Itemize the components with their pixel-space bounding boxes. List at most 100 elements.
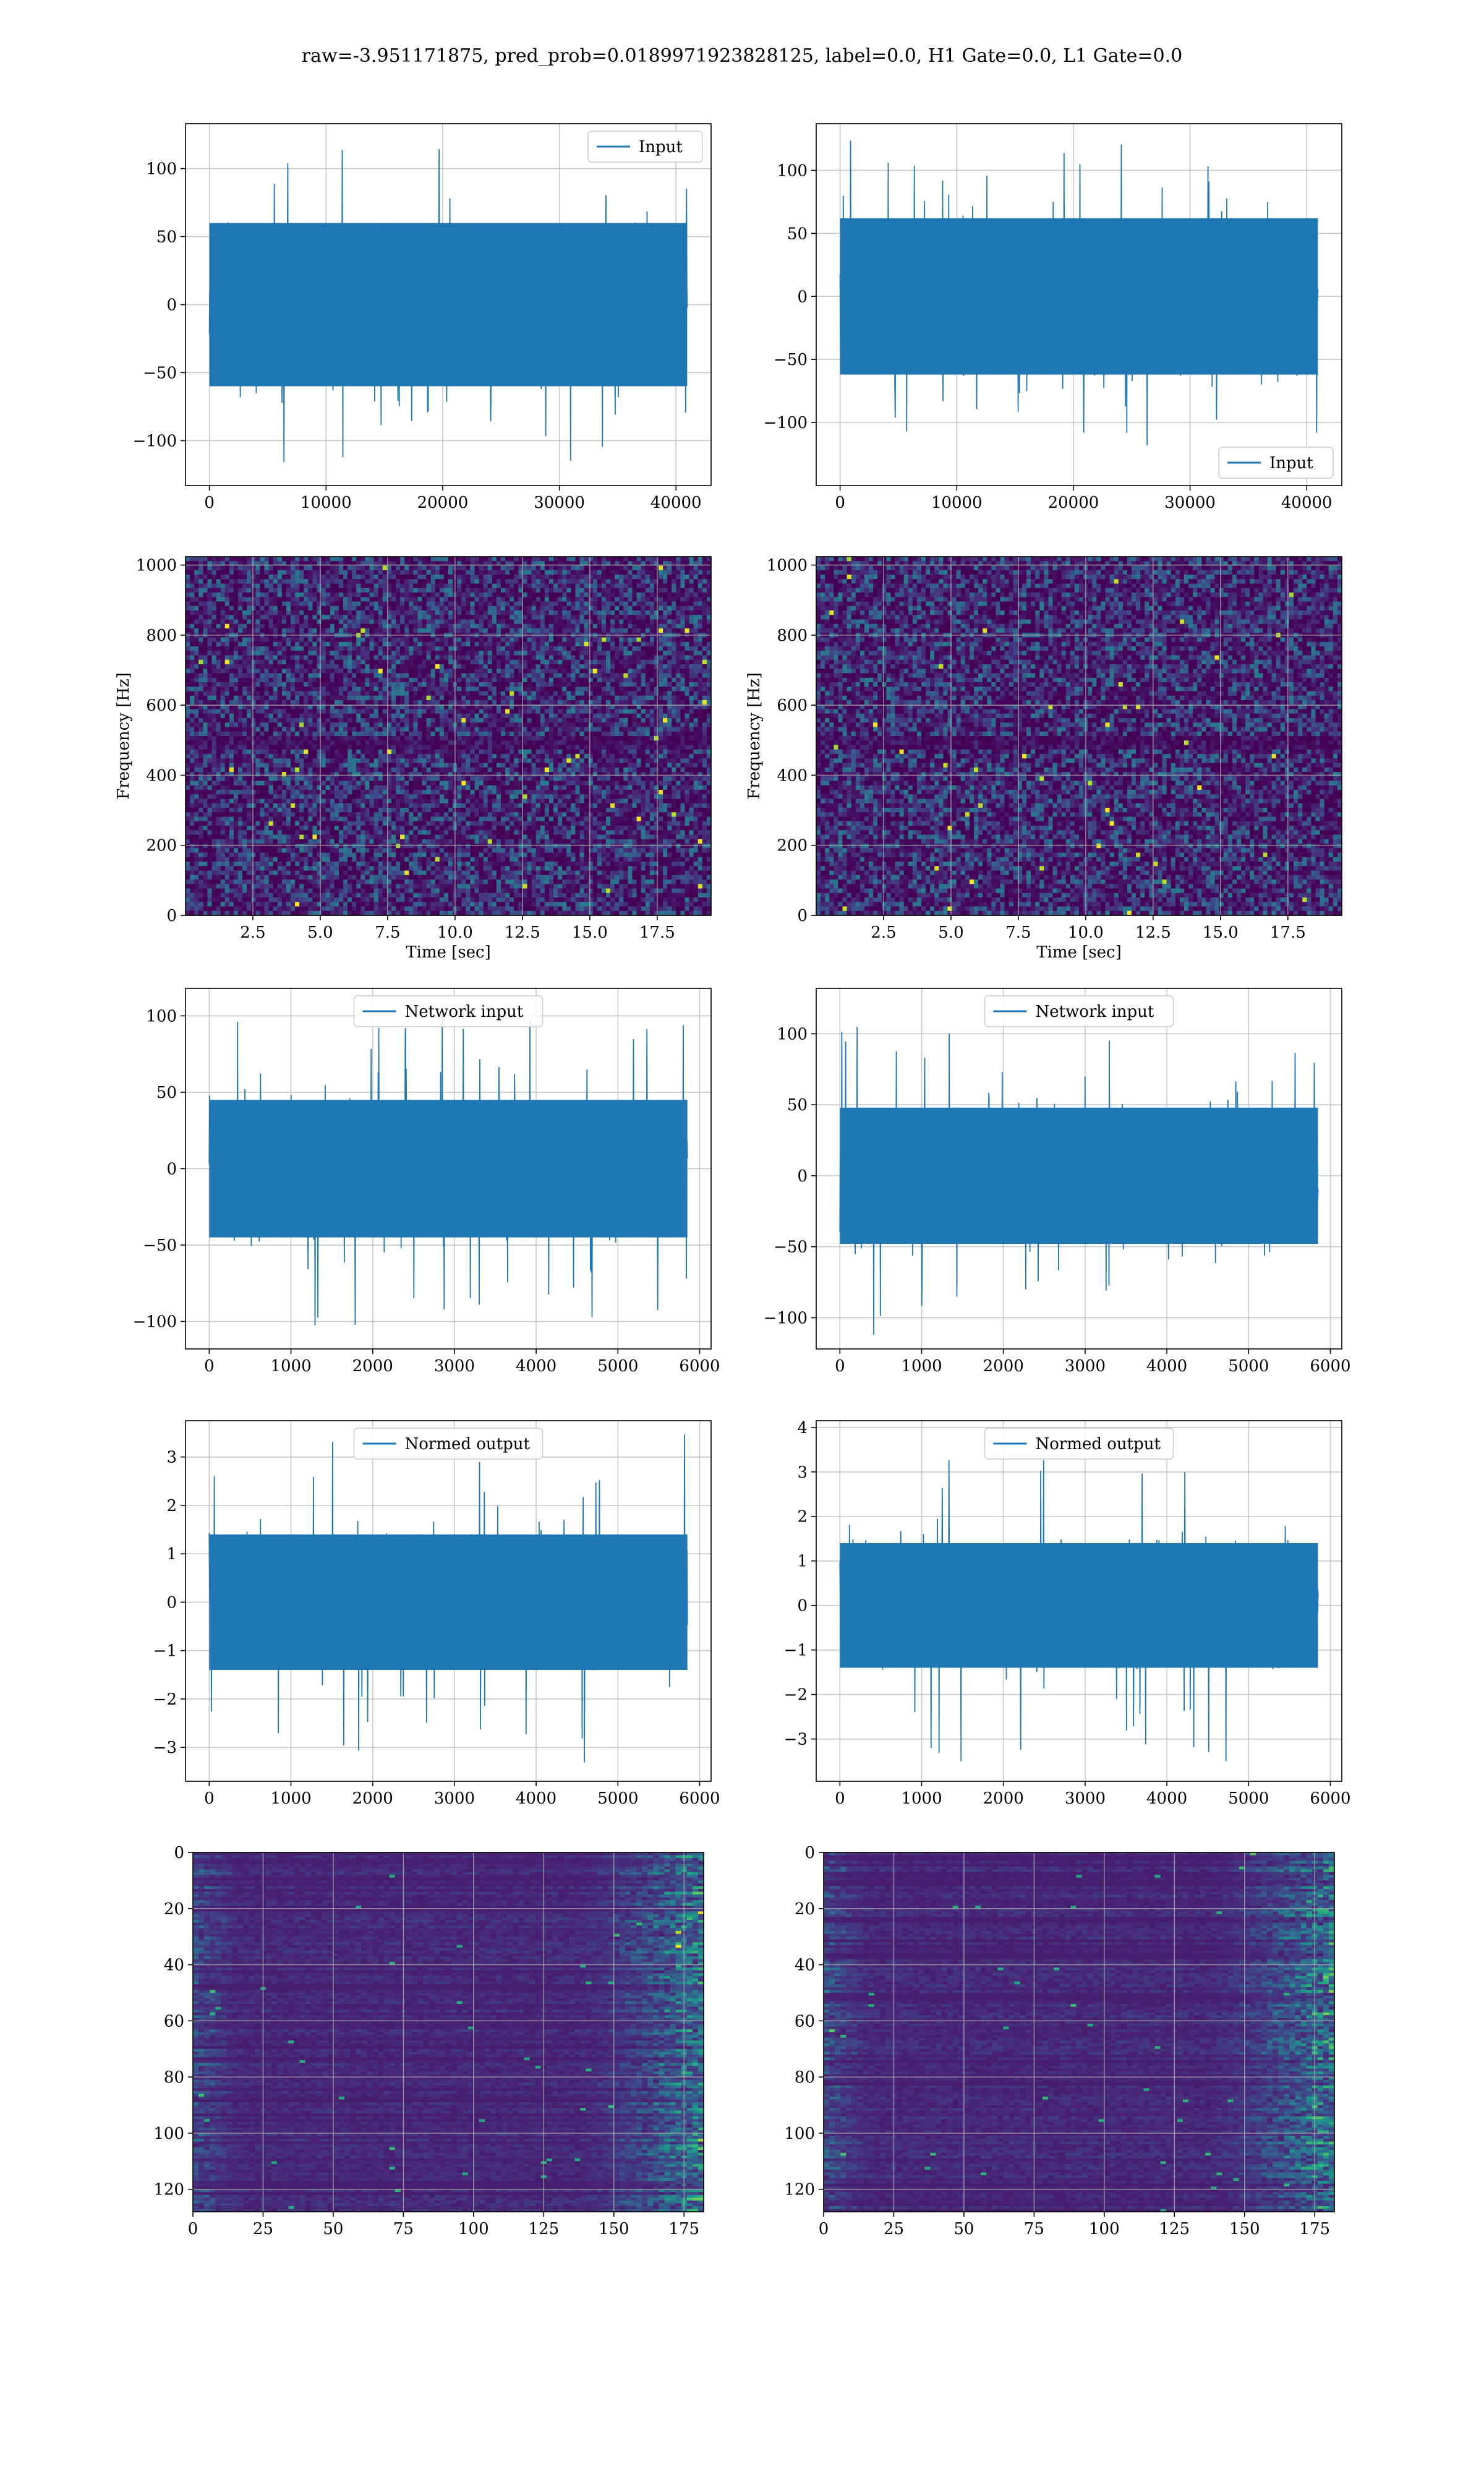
spec-h1-cell: [221, 570, 226, 575]
spec-h1-cell: [571, 669, 576, 674]
spec-h1-cell: [282, 588, 287, 593]
spec-h1-cell: [291, 669, 296, 674]
spec-h1-cell: [584, 620, 589, 625]
spec-h1-cell: [242, 588, 247, 593]
spec-h1-cell: [646, 678, 650, 683]
spec-h1-cell: [633, 615, 638, 620]
spec-h1-cell: [514, 628, 519, 633]
spec-h1-cell: [431, 696, 436, 701]
spec-h1-cell: [322, 669, 326, 674]
spec-h1-cell: [265, 669, 270, 674]
spec-h1-cell: [694, 557, 699, 562]
spec-h1-cell: [383, 570, 388, 575]
spec-h1-cell: [615, 722, 620, 727]
spec-h1-cell: [221, 566, 226, 571]
spec-h1-cell: [702, 722, 707, 727]
spec-h1-cell: [198, 732, 203, 737]
spec-h1-cell: [435, 651, 440, 656]
spec-h1-cell: [435, 615, 440, 620]
spec-h1-cell: [689, 579, 694, 584]
spec-h1-cell: [190, 718, 195, 723]
spec-h1-cell: [501, 610, 506, 615]
spec-h1-cell: [602, 620, 607, 625]
spec-h1-cell: [566, 709, 571, 714]
spec-h1-cell: [435, 593, 440, 597]
spec-h1-cell: [374, 615, 379, 620]
spec-h1-cell: [365, 722, 370, 727]
spec-h1-cell: [663, 687, 668, 691]
spec-h1-cell: [536, 714, 541, 719]
spec-h1-cell: [672, 656, 676, 661]
spec-h1-cell: [602, 660, 607, 665]
spec-h1-cell: [269, 722, 274, 727]
spec-h1-cell: [488, 669, 493, 674]
spec-h1-cell: [545, 597, 550, 602]
spec-h1-cell: [650, 736, 655, 741]
spec-h1-cell: [216, 646, 221, 651]
spec-h1-cell: [225, 620, 230, 625]
spec-h1-cell: [260, 669, 265, 674]
spec-h1-cell: [689, 588, 694, 593]
spec-h1-cell: [549, 588, 554, 593]
spec-h1-cell: [510, 620, 514, 625]
spec-h1-cell: [312, 700, 317, 705]
spec-h1-cell: [448, 678, 453, 683]
spec-h1-cell: [343, 696, 348, 701]
spec-h1-cell: [497, 615, 501, 620]
spec-h1-cell: [536, 579, 541, 584]
spec-h1-cell: [633, 606, 638, 611]
spec-h1-cell: [488, 602, 493, 607]
spec-h1-cell: [457, 628, 462, 633]
spec-h1-cell: [312, 566, 317, 571]
spec-h1-cell: [422, 709, 427, 714]
spec-h1-cell: [667, 557, 672, 562]
spec-h1-cell: [440, 696, 445, 701]
spec-h1-cell: [484, 624, 488, 629]
spec-h1-cell: [676, 674, 681, 678]
spec-h1-cell: [623, 656, 628, 661]
spec-h1-cell: [282, 575, 287, 580]
spec-h1-cell: [637, 678, 642, 683]
spec-h1-cell: [356, 642, 361, 647]
spec-h1-cell: [404, 691, 409, 696]
spec-h1-cell: [295, 727, 300, 732]
spec-h1-cell: [427, 674, 432, 678]
spec-h1-cell: [435, 736, 440, 741]
spec-h1-cell: [532, 651, 537, 656]
spec-h1-cell: [580, 584, 585, 589]
spec-h1-cell: [527, 656, 532, 661]
spec-h1-cell: [488, 588, 493, 593]
spec-h1-cell: [212, 669, 217, 674]
spec-h1-cell: [444, 615, 449, 620]
spec-h1-cell: [291, 628, 296, 633]
spec-h1-cell: [251, 709, 256, 714]
spec-h1-cell: [234, 615, 239, 620]
spec-h1-cell: [190, 597, 195, 602]
spec-h1-cell: [348, 628, 352, 633]
spec-h1-cell: [685, 646, 690, 651]
spec-h1-cell: [698, 709, 703, 714]
spec-h1-cell: [326, 678, 331, 683]
spec-h1-cell: [637, 727, 642, 732]
spec-h1-cell: [417, 638, 422, 643]
spec-h1-cell: [479, 687, 484, 691]
spec-h1-cell: [633, 682, 638, 687]
spec-h1-cell: [597, 722, 602, 727]
spec-h1-cell: [514, 584, 519, 589]
spec-h1-cell: [242, 656, 247, 661]
spec-h1-cell: [335, 610, 339, 615]
spec-h1-cell: [299, 557, 304, 562]
spec-h1-cell: [299, 709, 304, 714]
spec-h1-cell: [431, 656, 436, 661]
spec-h1-cell: [286, 588, 291, 593]
spec-h1-cell: [374, 624, 379, 629]
spec-h1-cell: [317, 691, 322, 696]
spec-h1-cell: [593, 610, 598, 615]
spec-h1-cell: [457, 642, 462, 647]
spec-h1-cell: [593, 566, 598, 571]
spec-h1-cell: [312, 678, 317, 683]
spec-h1-cell: [255, 700, 260, 705]
spec-h1-cell: [501, 557, 506, 562]
spec-h1-cell: [413, 584, 418, 589]
spec-h1-cell: [335, 651, 339, 656]
